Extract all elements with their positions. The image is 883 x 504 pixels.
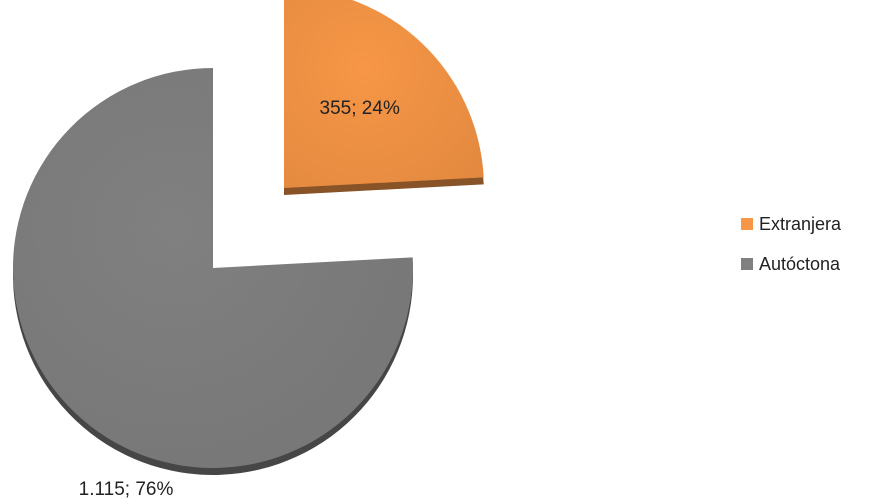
pie-slice-autóctona: [12, 68, 413, 468]
legend-item-autoctona: Autóctona: [741, 254, 841, 274]
chart-legend: Extranjera Autóctona: [741, 214, 841, 274]
legend-item-extranjera: Extranjera: [741, 214, 841, 234]
pie-slice-extranjera: [284, 0, 484, 188]
data-label-extranjera: 355; 24%: [320, 98, 400, 119]
legend-label-extranjera: Extranjera: [759, 214, 842, 234]
legend-label-autoctona: Autóctona: [759, 254, 841, 274]
legend-swatch-autoctona: [741, 258, 753, 270]
data-label-autóctona: 1.115; 76%: [79, 479, 174, 500]
legend-swatch-extranjera: [741, 218, 753, 230]
